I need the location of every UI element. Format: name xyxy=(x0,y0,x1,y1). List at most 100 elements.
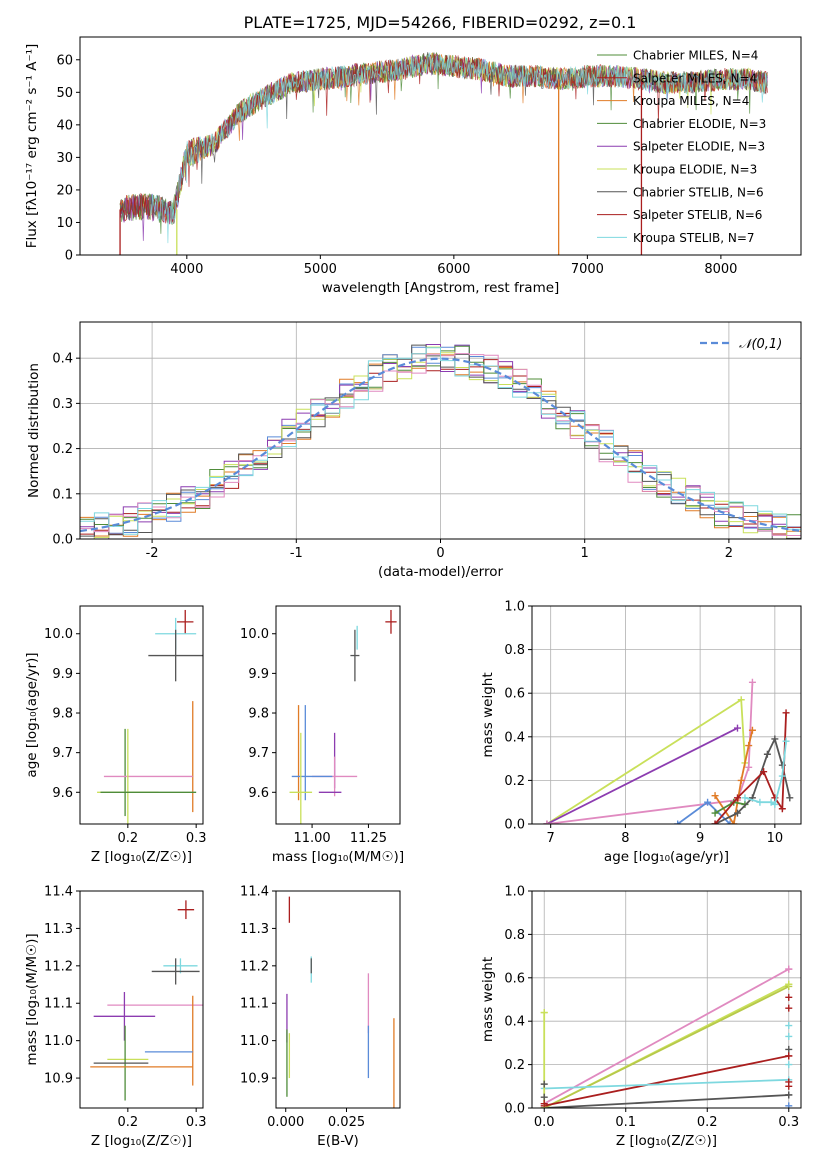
x-tick-label: 0.025 xyxy=(328,1115,365,1130)
y-axis-label: age [log₁₀(age/yr)] xyxy=(24,652,40,777)
y-tick-label: 11.4 xyxy=(240,885,269,900)
legend-label: 𝒩(0,1) xyxy=(739,337,782,352)
plus-marker xyxy=(737,696,745,704)
y-tick-label: 0.2 xyxy=(504,774,525,789)
figure-title: PLATE=1725, MJD=54266, FIBERID=0292, z=0… xyxy=(244,13,637,32)
plot-frame xyxy=(79,890,204,1109)
x-tick-label: 11.00 xyxy=(293,831,330,846)
plus-marker xyxy=(782,709,790,717)
x-tick-label: -2 xyxy=(146,546,159,561)
plus-marker xyxy=(778,805,786,813)
plus-marker xyxy=(737,776,745,784)
y-tick-label: 0.4 xyxy=(504,730,525,745)
plus-marker xyxy=(711,809,719,817)
x-tick-label: 1 xyxy=(581,546,589,561)
plus-marker xyxy=(733,809,741,817)
mass-weight-line xyxy=(546,727,738,824)
plot-frame xyxy=(275,605,401,825)
legend-label: Kroupa MILES, N=4 xyxy=(633,94,749,108)
mass-weight-line xyxy=(544,1094,789,1108)
y-axis-label: mass weight xyxy=(480,672,496,757)
plus-marker xyxy=(785,1032,793,1040)
mass-weight-vs-age-panel: 7 8 9 10 0.0 0.2 0.4 0.6 0.8 1.0 age [log₁₀(age/yr… xyxy=(480,600,802,865)
x-axis-label: (data-model)/error xyxy=(378,564,504,580)
plus-marker xyxy=(785,1082,793,1090)
y-tick-label: 11.1 xyxy=(44,997,73,1012)
x-tick-label: 0.1 xyxy=(615,1115,636,1130)
plot-area xyxy=(540,965,793,1108)
plus-marker xyxy=(726,820,734,824)
mass-weight-line xyxy=(546,682,754,824)
legend-label: Chabrier STELIB, N=6 xyxy=(633,185,764,199)
mass-vs-ebv-panel: 0.000 0.025 10.9 11.0 11.1 11.2 11.3 11.4 E(B-V) xyxy=(240,885,401,1149)
mass-weight-line xyxy=(544,1078,789,1090)
spectrum-panel: 4000 5000 6000 7000 8000 0 10 20 30 40 50 60 wavelen… xyxy=(24,36,802,296)
age-vs-mass-panel: 11.00 11.25 9.6 9.7 9.8 9.9 10.0 mass [log₁₀(M/… xyxy=(240,605,404,865)
mass-weight-line xyxy=(543,968,790,1105)
plus-marker xyxy=(748,726,756,734)
legend-label: Salpeter MILES, N=4 xyxy=(633,71,757,85)
plus-marker xyxy=(540,1100,548,1108)
y-tick-label: 9.8 xyxy=(248,707,269,722)
plus-marker xyxy=(778,772,786,780)
plus-marker xyxy=(785,1022,793,1030)
x-tick-label: 7 xyxy=(547,831,555,846)
y-tick-label: 50 xyxy=(56,86,73,101)
plus-marker xyxy=(756,798,764,806)
plus-marker xyxy=(704,798,712,806)
y-tick-label: 9.7 xyxy=(248,746,269,761)
mass-weight-line xyxy=(744,741,787,806)
y-tick-label: 0.8 xyxy=(504,643,525,658)
mass-weight-line xyxy=(546,698,746,824)
y-axis-label: Flux [fλ10⁻¹⁷ erg cm⁻² s⁻¹ A⁻¹] xyxy=(24,44,40,249)
y-tick-label: 0.2 xyxy=(504,1058,525,1073)
y-tick-label: 0.0 xyxy=(504,1102,525,1117)
plus-marker xyxy=(785,993,793,1001)
y-tick-label: 11.0 xyxy=(240,1034,269,1049)
y-tick-label: 0.6 xyxy=(504,971,525,986)
plus-marker xyxy=(763,750,771,758)
x-axis-label: Z [log₁₀(Z/Z☉)] xyxy=(91,849,192,865)
plot-area xyxy=(90,900,203,1101)
plus-marker xyxy=(786,794,794,802)
legend-label: Salpeter STELIB, N=6 xyxy=(633,208,762,222)
plus-marker xyxy=(745,763,753,771)
legend-label: Salpeter ELODIE, N=3 xyxy=(633,140,765,154)
y-tick-label: 10.0 xyxy=(240,627,269,642)
legend-label: Chabrier MILES, N=4 xyxy=(633,49,758,63)
plot-area xyxy=(286,896,395,1108)
plot-frame xyxy=(79,321,802,540)
legend-label: Chabrier ELODIE, N=3 xyxy=(633,117,766,131)
plus-marker xyxy=(733,724,741,732)
plot-frame xyxy=(79,605,204,825)
y-tick-label: 11.3 xyxy=(44,922,73,937)
y-tick-label: 9.7 xyxy=(52,746,73,761)
mass-weight-line xyxy=(543,985,790,1108)
y-tick-label: 9.6 xyxy=(52,786,73,801)
y-tick-label: 10.0 xyxy=(44,627,73,642)
y-tick-label: 0.4 xyxy=(504,1015,525,1030)
x-tick-label: 6000 xyxy=(437,262,470,277)
plus-marker xyxy=(748,678,756,686)
x-tick-label: 11.25 xyxy=(350,831,387,846)
plus-marker xyxy=(733,794,741,802)
x-axis-label: age [log₁₀(age/yr)] xyxy=(604,849,729,865)
plus-marker xyxy=(785,965,793,973)
x-tick-label: 0.000 xyxy=(267,1115,304,1130)
x-axis-label: Z [log₁₀(Z/Z☉)] xyxy=(616,1133,717,1149)
legend: Chabrier MILES, N=4 Salpeter MILES, N=4 Kr… xyxy=(597,49,766,245)
plot-area xyxy=(119,51,768,255)
y-tick-label: 11.2 xyxy=(240,959,269,974)
x-tick-label: 8 xyxy=(621,831,629,846)
x-tick-label: -1 xyxy=(290,546,303,561)
y-axis-label: mass [log₁₀(M/M☉)] xyxy=(24,933,40,1065)
x-tick-label: 2 xyxy=(725,546,733,561)
y-tick-label: 0.8 xyxy=(504,928,525,943)
plot-frame xyxy=(275,890,401,1109)
x-tick-label: 0 xyxy=(436,546,444,561)
plot-area xyxy=(80,344,801,539)
age-vs-metallicity-panel: 0.2 0.3 9.6 9.7 9.8 9.9 10.0 Z [log₁₀(Z/Z☉)] age… xyxy=(24,605,207,865)
x-tick-label: 0.3 xyxy=(778,1115,799,1130)
x-tick-label: 10 xyxy=(767,831,784,846)
y-tick-label: 40 xyxy=(56,118,73,133)
